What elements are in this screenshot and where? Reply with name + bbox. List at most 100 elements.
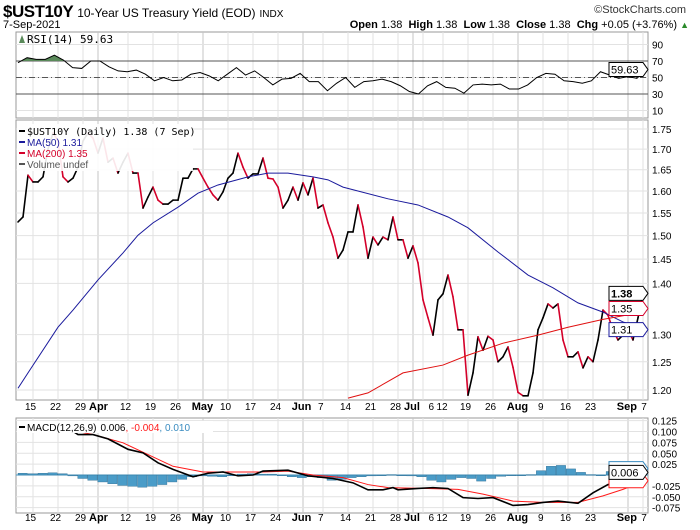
x-tick-label: 6 [429, 513, 435, 524]
price-segment [257, 157, 264, 175]
price-segment [532, 329, 539, 374]
price-segment [472, 335, 479, 374]
rsi-line [17, 54, 647, 95]
price-segment [412, 245, 419, 264]
x-tick-label: Aug [507, 512, 528, 524]
macd-histogram-bar [406, 474, 417, 477]
price-segment [452, 296, 459, 331]
price-segment [297, 182, 304, 201]
price-segment [487, 335, 494, 341]
ma50-line [17, 172, 644, 389]
price-ytick-label: 1.70 [652, 145, 672, 156]
price-segment [542, 303, 549, 319]
x-tick-label: Apr [89, 401, 109, 413]
rsi-ytick-label: 70 [652, 57, 664, 68]
macd-signal-line [17, 429, 644, 503]
price-segment [217, 191, 224, 201]
price-segment [362, 226, 369, 259]
x-tick-label: 21 [365, 513, 377, 524]
x-tick-label: 12 [437, 513, 449, 524]
macd-histogram-bar [147, 474, 158, 487]
x-tick-label: Sep [617, 512, 637, 524]
price-segment [227, 172, 234, 179]
brand-watermark[interactable]: ©StockCharts.com [594, 4, 686, 16]
x-tick-label: 24 [270, 513, 282, 524]
exchange-label: INDX [259, 9, 284, 20]
macd-histogram-bar [366, 474, 377, 477]
price-segment [497, 355, 504, 363]
macd-histogram-bar [257, 473, 267, 476]
price-ytick-label: 1.65 [652, 166, 672, 177]
price-segment [417, 262, 424, 301]
macd-histogram-bar [556, 465, 566, 476]
x-tick-label: 7 [318, 402, 324, 413]
chart-date: 7-Sep-2021 [3, 19, 61, 31]
macd-legend-value: 0.006 [100, 423, 125, 434]
x-tick-label: 19 [145, 402, 157, 413]
price-segment [222, 177, 229, 193]
x-tick-label: Jul [404, 401, 420, 413]
price-segment [502, 346, 509, 358]
price-ytick-label: 1.25 [652, 358, 672, 369]
rsi-last-tag-value: 59.63 [611, 65, 639, 77]
rsi-ytick-label: 10 [652, 107, 664, 118]
x-tick-label: 17 [245, 513, 257, 524]
macd-histogram-bar [386, 474, 397, 476]
x-tick-label: 22 [50, 402, 62, 413]
macd-histogram-bar [506, 474, 517, 477]
price-segment [372, 236, 379, 246]
price-segment [357, 204, 364, 228]
price-segment [597, 309, 604, 341]
price-segment [332, 236, 339, 259]
close-value: 1.38 [549, 19, 571, 31]
price-segment [292, 186, 299, 201]
low-value: 1.38 [488, 19, 511, 31]
x-tick-label: 19 [460, 513, 472, 524]
macd-last-tag-box [608, 464, 649, 480]
x-tick-label: 29 [75, 402, 87, 413]
rsi-legend: RSI(14) 59.63 [27, 33, 113, 46]
price-segment [577, 351, 584, 369]
price-segment [67, 177, 74, 183]
price-segment [152, 186, 159, 201]
price-segment [167, 199, 174, 205]
macd-histogram-bar [585, 474, 596, 476]
macd-histogram-bar [536, 470, 546, 476]
macd-histogram-bar [37, 473, 48, 476]
x-tick-label: Jun [292, 512, 312, 524]
price-segment [377, 236, 384, 246]
price-segment [517, 391, 524, 397]
x-tick-label: Apr [89, 512, 109, 524]
macd-histogram-bar [456, 474, 467, 478]
price-segment [282, 199, 289, 209]
x-tick-label: 23 [585, 402, 597, 413]
price-segment [262, 157, 269, 179]
price-segment [212, 194, 219, 201]
change-value: +0.05 (+3.76%) [601, 19, 678, 31]
price-segment [392, 216, 399, 241]
price-ytick-label: 1.30 [652, 331, 672, 342]
macd-histogram-bar [546, 466, 556, 476]
price-segment [307, 177, 314, 196]
x-tick-label: 9 [538, 513, 544, 524]
price-legend-item: Volume undef [27, 160, 88, 171]
macd-histogram-bar [17, 473, 28, 476]
x-tick-label: 17 [245, 402, 257, 413]
x-tick-label: 9 [538, 402, 544, 413]
macd-histogram-bar [446, 474, 457, 480]
macd-histogram-bar [87, 474, 98, 481]
x-tick-label: 29 [75, 513, 87, 524]
macd-histogram-bar [177, 474, 188, 480]
macd-histogram-bar [566, 468, 576, 476]
security-name: 10-Year US Treasury Yield (EOD) [77, 6, 256, 20]
x-tick-label: Jun [292, 401, 312, 413]
macd-histogram-bar [296, 474, 307, 478]
x-tick-label: Aug [507, 401, 528, 413]
price-segment [562, 339, 569, 358]
macd-histogram-bar [286, 474, 297, 477]
x-tick-label: 16 [560, 513, 572, 524]
price-segment [342, 231, 349, 251]
price-segment [437, 293, 444, 301]
macd-last-tag-value: 0.006 [611, 467, 639, 479]
